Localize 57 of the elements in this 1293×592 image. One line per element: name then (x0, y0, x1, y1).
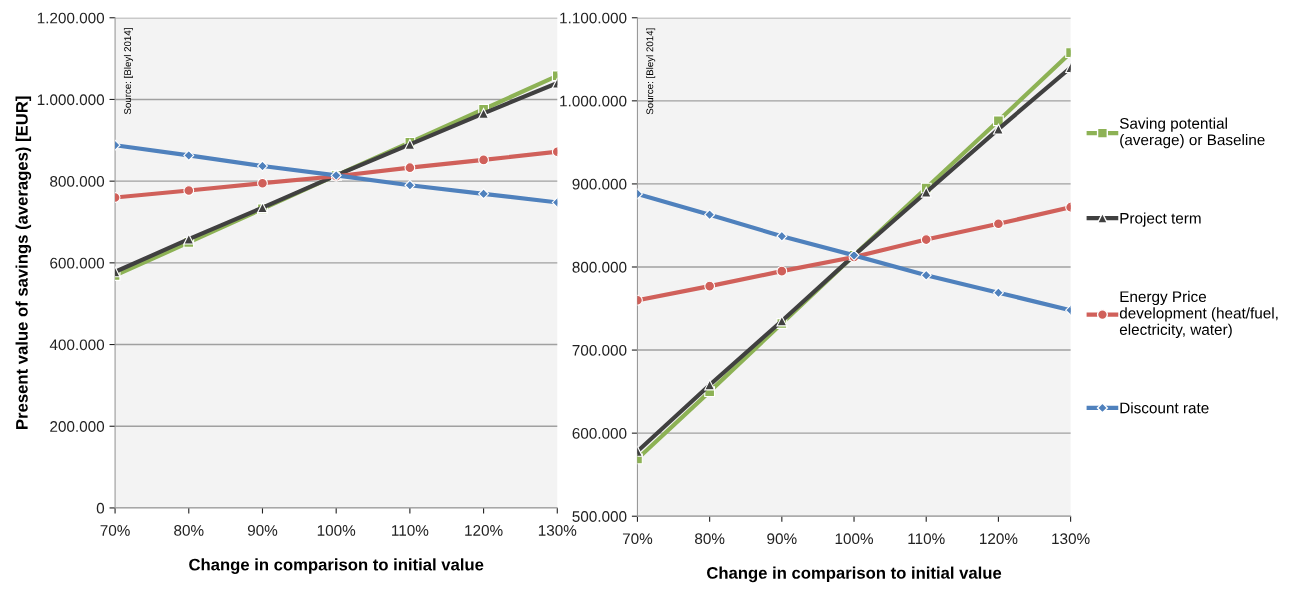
y-tick-label: 800.000 (50, 176, 105, 187)
point (704, 280, 716, 292)
y-tick-label: 0 (96, 502, 105, 514)
point (183, 233, 195, 245)
legend-label: Discount rate (1120, 402, 1209, 414)
y-tick-label: 500.000 (572, 511, 627, 522)
x-axis-title: Change in comparison to initial value (189, 558, 484, 574)
point (183, 185, 195, 196)
x-tick-label: 120% (465, 525, 503, 536)
point (992, 287, 1004, 299)
x-tick-label: 120% (980, 533, 1018, 545)
annotation: Source: [Bleyl 2014] (123, 28, 133, 115)
point (478, 188, 490, 200)
x-tick-label: 90% (767, 533, 797, 545)
y-tick-label: 800.000 (572, 261, 627, 273)
x-tick-label: 70% (100, 525, 130, 536)
y-axis-title: Present value of savings (averages) [EUR] (15, 96, 32, 429)
point (920, 186, 932, 198)
point (183, 149, 195, 161)
point (920, 234, 932, 245)
x-tick-label: 130% (1052, 533, 1090, 545)
legend-label: Energy Price development (heat/fuel, electricity, water) (1119, 290, 1278, 338)
point (478, 107, 489, 119)
y-tick-label: 600.000 (572, 428, 627, 439)
point (257, 177, 268, 189)
x-tick-label: 110% (908, 533, 945, 545)
x-tick-label: 70% (622, 533, 653, 545)
point (776, 230, 788, 242)
y-tick-label: 600.000 (50, 257, 105, 269)
legend-label: Saving potential (average) or Baseline (1119, 117, 1265, 149)
x-tick-label: 80% (695, 533, 725, 545)
y-tick-label: 1.200.000 (37, 12, 105, 24)
y-tick-label: 1.000.000 (37, 94, 105, 106)
point (992, 218, 1004, 230)
y-tick-label: 1.100.000 (560, 12, 627, 24)
y-tick-label: 400.000 (49, 339, 105, 351)
x-tick-label: 100% (835, 533, 874, 545)
y-tick-label: 900.000 (572, 178, 627, 190)
point (404, 162, 416, 174)
point (992, 123, 1004, 135)
point (257, 160, 268, 172)
point (478, 154, 489, 166)
point (776, 265, 788, 277)
x-tick-label: 130% (538, 525, 577, 536)
x-tick-label: 100% (317, 525, 356, 536)
point (704, 209, 716, 221)
point (920, 269, 932, 281)
y-tick-label: 1.000.000 (560, 95, 627, 107)
legend-label: Project term (1120, 212, 1201, 227)
y-tick-label: 700.000 (572, 344, 627, 356)
point (404, 179, 416, 191)
x-tick-label: 90% (247, 525, 278, 536)
x-tick-label: 80% (174, 525, 204, 536)
y-tick-label: 200.000 (50, 421, 105, 432)
annotation: Source: [Bleyl 2014] (646, 28, 656, 115)
x-axis-title: Change in comparison to initial value (707, 566, 1002, 583)
x-tick-label: 110% (392, 525, 429, 536)
